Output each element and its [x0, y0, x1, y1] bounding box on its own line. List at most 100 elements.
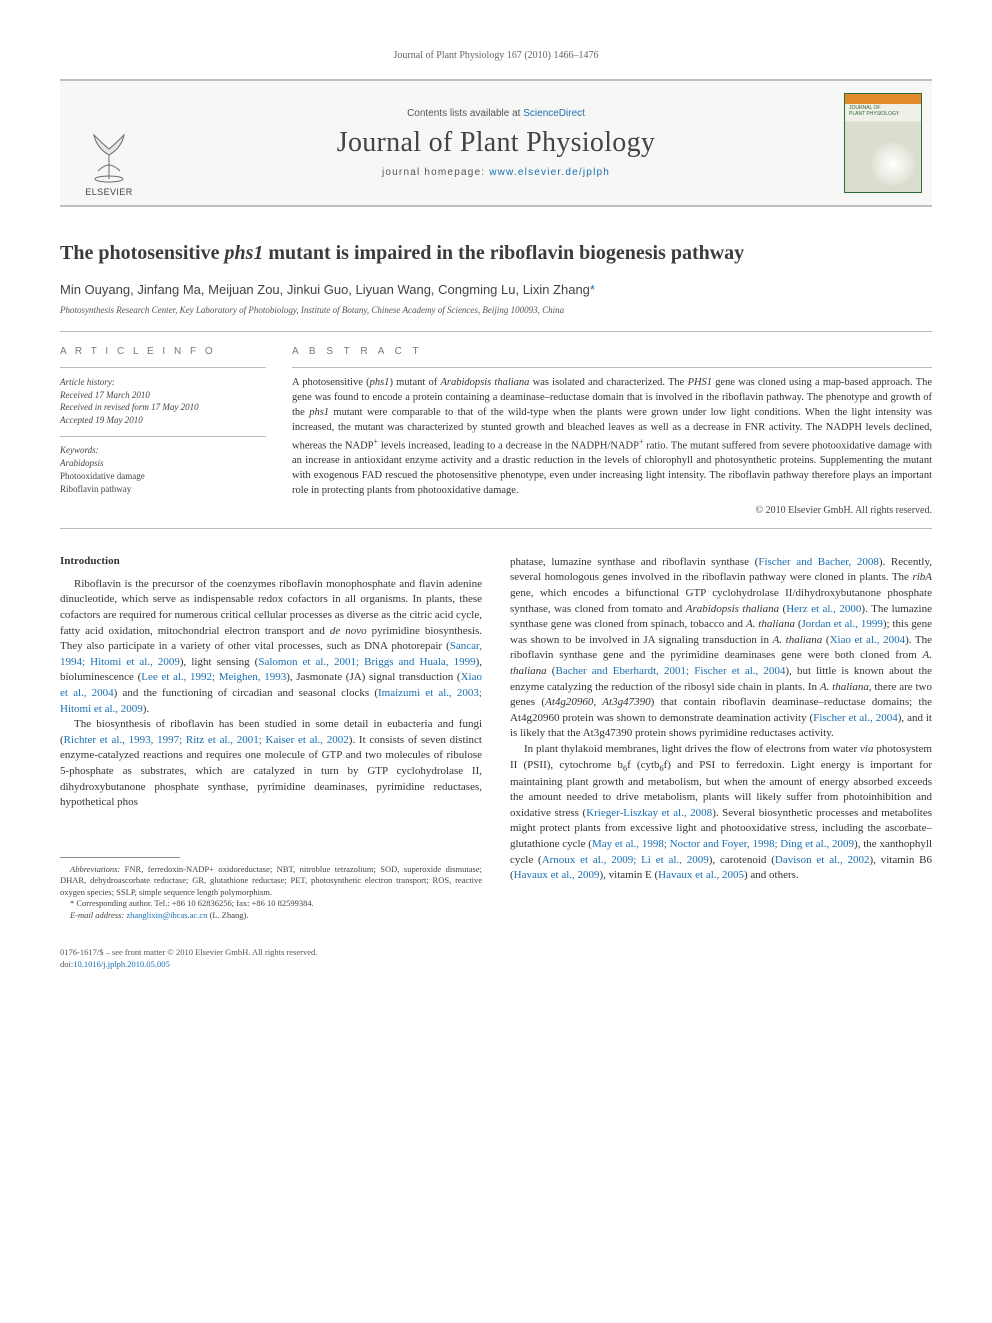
- cite-salomon[interactable]: Salomon et al., 2001; Briggs and Huala, …: [258, 656, 475, 668]
- keyword-1: Arabidopsis: [60, 457, 266, 470]
- email-link[interactable]: zhanglixin@ibcas.ac.cn: [126, 910, 207, 920]
- article-info-column: a r t i c l e i n f o Article history: R…: [60, 346, 266, 516]
- revised-date: Received in revised form 17 May 2010: [60, 401, 266, 414]
- homepage-link[interactable]: www.elsevier.de/jplph: [489, 167, 610, 178]
- doi-prefix: doi:: [60, 959, 73, 969]
- abs-t3: was isolated and characterized. The: [529, 377, 687, 388]
- abs-t3i: PHS1: [688, 377, 713, 388]
- cite-bacher[interactable]: Bacher and Eberhardt, 2001; Fischer et a…: [555, 665, 785, 677]
- cite-havaux1[interactable]: Havaux et al., 2009: [514, 869, 600, 881]
- abs-t1: A photosensitive (: [292, 377, 370, 388]
- accepted-date: Accepted 19 May 2010: [60, 414, 266, 427]
- body-columns: Introduction Riboflavin is the precursor…: [60, 555, 932, 921]
- journal-masthead: ELSEVIER Contents lists available at Sci…: [60, 79, 932, 207]
- corresponding-footnote: * Corresponding author. Tel.: +86 10 628…: [60, 898, 482, 909]
- page-footer: 0176-1617/$ – see front matter © 2010 El…: [60, 947, 932, 970]
- journal-cover-thumbnail: JOURNAL OF PLANT PHYSIOLOGY: [844, 93, 922, 193]
- intro-p1: Riboflavin is the precursor of the coenz…: [60, 577, 482, 717]
- abstract-rule: [292, 367, 932, 368]
- abstract-head: a b s t r a c t: [292, 346, 932, 357]
- elsevier-tree-icon: [82, 121, 136, 183]
- p2-at3: A. thaliana: [773, 634, 823, 646]
- p2-genes: At4g20960, At3g47390: [545, 696, 650, 708]
- authors-line: Min Ouyang, Jinfang Ma, Meijuan Zou, Jin…: [60, 282, 932, 297]
- cite-havaux2[interactable]: Havaux et al., 2005: [658, 869, 744, 881]
- p3g: ), carotenoid (: [709, 854, 775, 866]
- cite-krieger[interactable]: Krieger-Liszkay et al., 2008: [586, 807, 712, 819]
- introduction-head: Introduction: [60, 555, 482, 567]
- abstract-copyright: © 2010 Elsevier GmbH. All rights reserve…: [292, 505, 932, 516]
- footnotes-block: Abbreviations: FNR, ferredoxin-NADP+ oxi…: [60, 857, 482, 921]
- sciencedirect-link[interactable]: ScienceDirect: [523, 108, 585, 119]
- keyword-2: Photooxidative damage: [60, 470, 266, 483]
- intro-p2-part1: The biosynthesis of riboflavin has been …: [60, 717, 482, 811]
- p3i: ), vitamin E (: [600, 869, 659, 881]
- homepage-prefix: journal homepage:: [382, 167, 489, 178]
- email-who: (L. Zhang).: [207, 910, 248, 920]
- abs-t2i: Arabidopsis thaliana: [440, 377, 529, 388]
- cover-label: JOURNAL OF PLANT PHYSIOLOGY: [849, 106, 899, 117]
- info-rule-1: [60, 367, 266, 368]
- authors-plain: Min Ouyang, Jinfang Ma, Meijuan Zou, Jin…: [60, 282, 590, 297]
- cite-fischer2[interactable]: Fischer et al., 2004: [813, 712, 898, 724]
- masthead-center: Contents lists available at ScienceDirec…: [158, 81, 834, 205]
- cite-fischer-bacher[interactable]: Fischer and Bacher, 2008: [758, 556, 879, 568]
- rule-bottom: [60, 528, 932, 529]
- corresponding-mark: *: [590, 282, 595, 297]
- footnote-rule: [60, 857, 180, 858]
- article-title: The photosensitive phs1 mutant is impair…: [60, 241, 932, 266]
- keywords-list: Arabidopsis Photooxidative damage Ribofl…: [60, 457, 266, 496]
- p1g: ).: [143, 703, 149, 715]
- abs-t6: levels increased, leading to a decrease …: [378, 440, 639, 451]
- p1e: ), Jasmonate (JA) signal transduction (: [286, 671, 460, 683]
- cite-herz[interactable]: Herz et al., 2000: [786, 603, 861, 615]
- footer-doi-line: doi:10.1016/j.jplph.2010.05.005: [60, 959, 932, 970]
- article-info-head: a r t i c l e i n f o: [60, 346, 266, 357]
- cite-may[interactable]: May et al., 1998; Noctor and Foyer, 1998…: [592, 838, 854, 850]
- p2-riba: ribA: [912, 571, 932, 583]
- keyword-3: Riboflavin pathway: [60, 483, 266, 496]
- p1-denovo: de novo: [330, 625, 367, 637]
- keywords-head: Keywords:: [60, 445, 266, 455]
- cite-jordan[interactable]: Jordan et al., 1999: [802, 618, 883, 630]
- p3-via: via: [860, 743, 873, 755]
- p2ca: phatase, lumazine synthase and riboflavi…: [510, 556, 758, 568]
- p2-at5: A. thaliana: [820, 681, 869, 693]
- abstract-column: a b s t r a c t A photosensitive (phs1) …: [292, 346, 932, 516]
- p2ch: (: [822, 634, 829, 646]
- affiliation: Photosynthesis Research Center, Key Labo…: [60, 305, 932, 315]
- intro-p2-part2: phatase, lumazine synthase and riboflavi…: [510, 555, 932, 742]
- abs-t4i: phs1: [309, 407, 329, 418]
- title-ital: phs1: [224, 242, 263, 264]
- abbr-body: FNR, ferredoxin-NADP+ oxidoreductase; NB…: [60, 864, 482, 897]
- p3j: ) and others.: [744, 869, 799, 881]
- corr-label: * Corresponding author.: [70, 898, 154, 908]
- history-label: Article history:: [60, 376, 266, 389]
- email-label: E-mail address:: [70, 910, 124, 920]
- abs-t1i: phs1: [370, 377, 390, 388]
- cite-richter[interactable]: Richter et al., 1993, 1997; Ritz et al.,…: [64, 734, 349, 746]
- doi-link[interactable]: 10.1016/j.jplph.2010.05.005: [73, 959, 170, 969]
- info-rule-2: [60, 436, 266, 437]
- p3a: In plant thylakoid membranes, light driv…: [524, 743, 860, 755]
- journal-cover-block: JOURNAL OF PLANT PHYSIOLOGY: [834, 81, 932, 205]
- abs-t2: ) mutant of: [389, 377, 440, 388]
- abbreviations-footnote: Abbreviations: FNR, ferredoxin-NADP+ oxi…: [60, 864, 482, 898]
- p3c: f (cytb: [627, 759, 659, 771]
- title-post: mutant is impaired in the riboflavin bio…: [263, 242, 744, 264]
- cite-xiao2[interactable]: Xiao et al., 2004: [830, 634, 906, 646]
- corr-body: Tel.: +86 10 62836256; fax: +86 10 82599…: [154, 898, 313, 908]
- p1f: ) and the functioning of circadian and s…: [114, 687, 378, 699]
- cite-arnoux[interactable]: Arnoux et al., 2009; Li et al., 2009: [542, 854, 709, 866]
- publisher-name: ELSEVIER: [85, 187, 132, 197]
- publisher-logo-block: ELSEVIER: [60, 81, 158, 205]
- intro-p3: In plant thylakoid membranes, light driv…: [510, 742, 932, 884]
- contents-available-line: Contents lists available at ScienceDirec…: [158, 108, 834, 119]
- cite-lee[interactable]: Lee et al., 1992; Meighen, 1993: [141, 671, 286, 683]
- p1c: ), light sensing (: [180, 656, 258, 668]
- footer-copyright: 0176-1617/$ – see front matter © 2010 El…: [60, 947, 932, 958]
- title-pre: The photosensitive: [60, 242, 224, 264]
- cite-davison[interactable]: Davison et al., 2002: [775, 854, 870, 866]
- abbr-label: Abbreviations:: [70, 864, 120, 874]
- running-head: Journal of Plant Physiology 167 (2010) 1…: [60, 50, 932, 61]
